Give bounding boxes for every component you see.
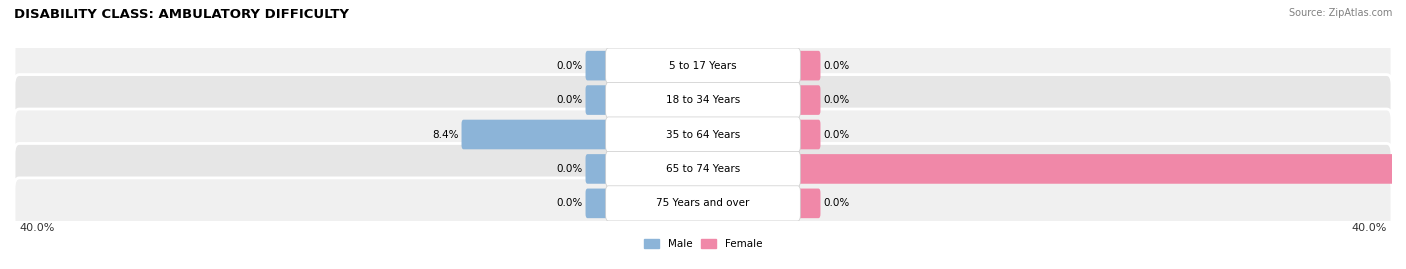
FancyBboxPatch shape: [606, 117, 800, 152]
Text: 0.0%: 0.0%: [824, 61, 849, 71]
Legend: Male, Female: Male, Female: [640, 235, 766, 253]
Text: 18 to 34 Years: 18 to 34 Years: [666, 95, 740, 105]
FancyBboxPatch shape: [796, 85, 821, 115]
FancyBboxPatch shape: [606, 48, 800, 83]
Text: 35 to 64 Years: 35 to 64 Years: [666, 129, 740, 140]
Text: Source: ZipAtlas.com: Source: ZipAtlas.com: [1288, 8, 1392, 18]
FancyBboxPatch shape: [14, 75, 1392, 126]
Text: 0.0%: 0.0%: [557, 61, 582, 71]
FancyBboxPatch shape: [796, 189, 821, 218]
FancyBboxPatch shape: [796, 154, 1406, 184]
Text: 75 Years and over: 75 Years and over: [657, 198, 749, 208]
Text: 8.4%: 8.4%: [432, 129, 458, 140]
FancyBboxPatch shape: [606, 186, 800, 221]
FancyBboxPatch shape: [14, 178, 1392, 229]
Text: 0.0%: 0.0%: [557, 198, 582, 208]
Text: 0.0%: 0.0%: [824, 198, 849, 208]
FancyBboxPatch shape: [14, 40, 1392, 91]
Text: DISABILITY CLASS: AMBULATORY DIFFICULTY: DISABILITY CLASS: AMBULATORY DIFFICULTY: [14, 8, 349, 21]
FancyBboxPatch shape: [585, 85, 610, 115]
Text: 0.0%: 0.0%: [557, 95, 582, 105]
Text: 0.0%: 0.0%: [557, 164, 582, 174]
FancyBboxPatch shape: [461, 120, 610, 149]
Text: 0.0%: 0.0%: [824, 129, 849, 140]
Text: 0.0%: 0.0%: [824, 95, 849, 105]
Text: 40.0%: 40.0%: [1351, 223, 1386, 233]
Text: 65 to 74 Years: 65 to 74 Years: [666, 164, 740, 174]
FancyBboxPatch shape: [14, 143, 1392, 194]
FancyBboxPatch shape: [606, 83, 800, 118]
Text: 40.0%: 40.0%: [20, 223, 55, 233]
FancyBboxPatch shape: [796, 51, 821, 80]
Text: 5 to 17 Years: 5 to 17 Years: [669, 61, 737, 71]
FancyBboxPatch shape: [14, 109, 1392, 160]
FancyBboxPatch shape: [585, 51, 610, 80]
FancyBboxPatch shape: [606, 151, 800, 186]
FancyBboxPatch shape: [796, 120, 821, 149]
FancyBboxPatch shape: [585, 189, 610, 218]
FancyBboxPatch shape: [585, 154, 610, 184]
